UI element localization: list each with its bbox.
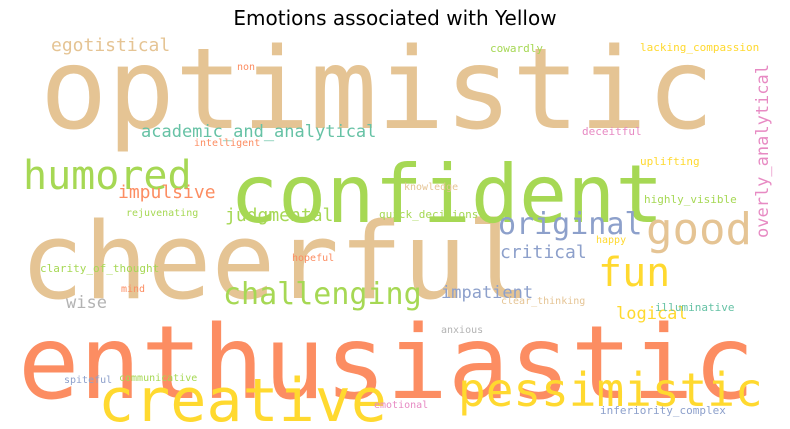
word-intelligent: intelligent [194,138,260,149]
word-non: non [237,62,255,73]
word-happy: happy [596,235,626,246]
word-mind: mind [121,284,145,295]
word-egotistical: egotistical [51,36,170,56]
word-clarity-of-thought: clarity_of_thought [40,262,159,275]
word-fun: fun [598,250,670,296]
word-humored: humored [23,153,192,199]
word-communicative: communicative [119,373,197,384]
word-clear-thinking: clear_thinking [501,296,585,307]
word-original: original [498,207,643,242]
word-judgmental: judgmental [225,205,333,226]
word-critical: critical [500,242,587,263]
word-enthusiastic: enthusiastic [18,304,755,423]
word-creative: creative [98,366,387,426]
word-inferiority-complex: inferiority_complex [600,404,726,417]
word-spiteful: spiteful [64,375,112,386]
word-impulsive: impulsive [118,182,216,203]
word-optimistic: optimistic [40,36,714,155]
word-cowardly: cowardly [490,42,543,55]
word-logical: logical [616,304,688,324]
word-quick-decisions: quick_decisions [379,208,478,221]
word-uplifting: uplifting [640,155,700,168]
word-rejuvenating: rejuvenating [126,208,198,219]
word-challenging: challenging [223,277,422,312]
word-wise: wise [66,293,107,313]
word-deceitful: deceitful [582,125,642,138]
word-cheerful: cheerful [20,200,531,323]
word-impatient: impatient [441,283,533,303]
word-confident: confident [230,148,663,241]
word-pessimistic: pessimistic [458,363,763,417]
word-good: good [646,204,752,255]
word-highly-visible: highly_visible [644,193,737,206]
word-lacking-compassion: lacking_compassion [640,41,759,54]
word-knowledge: knowledge [404,182,458,193]
word-cloud: optimisticcheerfulenthusiasticconfidentc… [18,36,773,426]
chart-title: Emotions associated with Yellow [233,6,557,30]
word-academic-and-analytical: academic_and_analytical [141,122,376,142]
word-emotional: emotional [374,400,428,411]
word-hopeful: hopeful [292,253,334,264]
word-anxious: anxious [441,325,483,336]
word-overly-analytical: overly_analytical [753,64,773,238]
word-illuminative: illuminative [655,301,734,314]
